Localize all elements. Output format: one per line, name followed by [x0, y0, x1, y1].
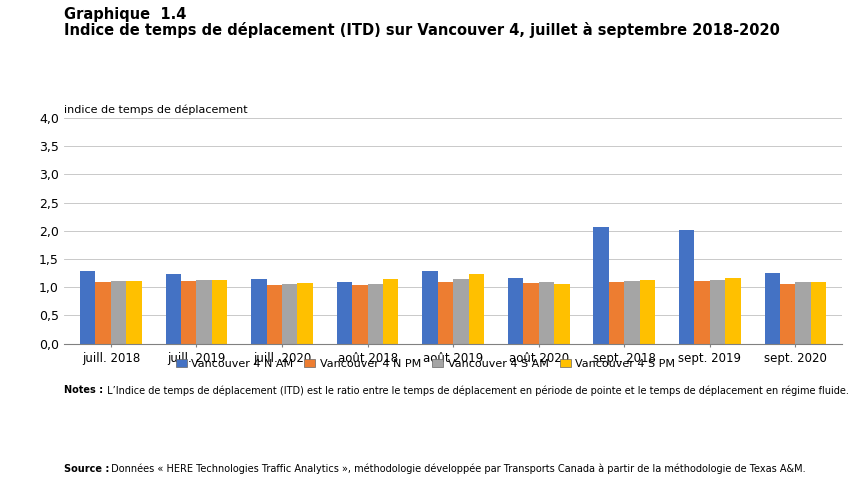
Bar: [422, 271, 437, 344]
Bar: [383, 279, 398, 344]
Text: Notes :: Notes :: [64, 385, 103, 395]
Bar: [126, 281, 141, 344]
Bar: [111, 281, 126, 344]
Bar: [197, 280, 212, 344]
Text: indice de temps de déplacement: indice de temps de déplacement: [64, 105, 248, 115]
Bar: [282, 284, 297, 344]
Bar: [539, 282, 554, 344]
Bar: [608, 282, 625, 344]
Bar: [95, 282, 111, 344]
Bar: [679, 230, 694, 344]
Bar: [780, 284, 796, 344]
Bar: [694, 281, 710, 344]
Bar: [554, 284, 569, 344]
Text: L’Indice de temps de déplacement (ITD) est le ratio entre le temps de déplacemen: L’Indice de temps de déplacement (ITD) e…: [104, 385, 851, 396]
Bar: [266, 285, 282, 344]
Bar: [368, 284, 383, 344]
Bar: [80, 271, 95, 344]
Bar: [352, 285, 368, 344]
Bar: [437, 282, 453, 344]
Bar: [593, 227, 608, 344]
Text: Source :: Source :: [64, 464, 109, 474]
Bar: [710, 280, 725, 344]
Bar: [725, 278, 740, 344]
Bar: [181, 281, 197, 344]
Text: Données « HERE Technologies Traffic Analytics », méthodologie développée par Tra: Données « HERE Technologies Traffic Anal…: [108, 464, 806, 474]
Bar: [469, 273, 484, 344]
Text: Indice de temps de déplacement (ITD) sur Vancouver 4, juillet à septembre 2018-2: Indice de temps de déplacement (ITD) sur…: [64, 22, 780, 38]
Bar: [523, 283, 539, 344]
Bar: [297, 283, 313, 344]
Legend: Vancouver 4 N AM, Vancouver 4 N PM, Vancouver 4 S AM, Vancouver 4 S PM: Vancouver 4 N AM, Vancouver 4 N PM, Vanc…: [171, 355, 680, 374]
Bar: [166, 273, 181, 344]
Bar: [796, 282, 811, 344]
Bar: [625, 281, 640, 344]
Bar: [811, 282, 826, 344]
Text: Graphique  1.4: Graphique 1.4: [64, 7, 186, 23]
Bar: [251, 279, 266, 344]
Bar: [640, 280, 655, 344]
Bar: [508, 278, 523, 344]
Bar: [764, 273, 780, 344]
Bar: [453, 279, 469, 344]
Bar: [337, 282, 352, 344]
Bar: [212, 280, 227, 344]
